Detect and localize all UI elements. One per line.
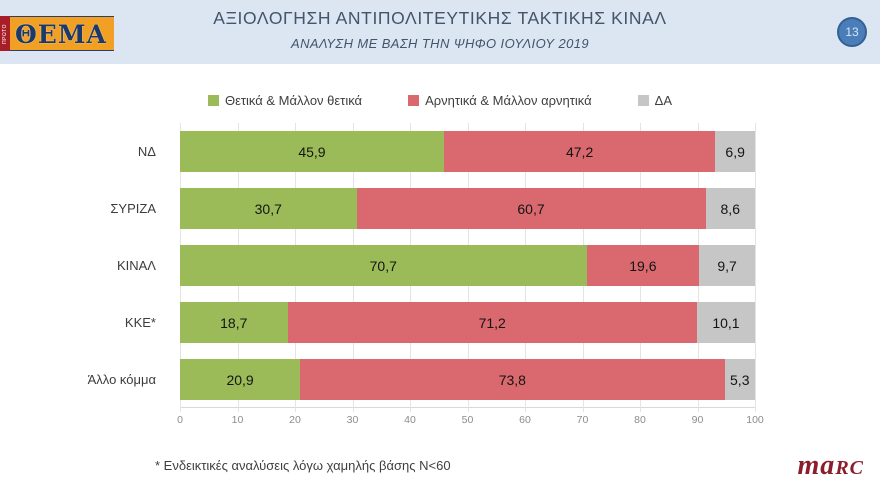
bar-value-label: 18,7 xyxy=(220,314,248,331)
x-tick-label: 30 xyxy=(346,414,359,426)
legend-swatch xyxy=(207,95,219,106)
bar-segment: 73,8 xyxy=(300,359,725,400)
bar-segment: 20,9 xyxy=(180,359,301,400)
category-label: Άλλο κόμμα xyxy=(87,372,156,387)
bar-value-label: 73,8 xyxy=(498,371,526,388)
category-label: ΝΔ xyxy=(137,144,156,159)
legend-item: Θετικά & Μάλλον θετικά xyxy=(207,93,363,108)
page-number-badge: 13 xyxy=(837,17,867,47)
x-axis: 0 10 20 30 40 50 60 70 80 90 100 xyxy=(177,414,764,430)
x-tick-label: 50 xyxy=(461,414,474,426)
bar-segment: 6,9 xyxy=(715,131,755,172)
page-title: ΑΞΙΟΛΟΓΗΣΗ ΑΝΤΙΠΟΛΙΤΕΥΤΙΚΗΣ ΤΑΚΤΙΚΗΣ ΚΙΝ… xyxy=(213,8,667,28)
bar-value-label: 71,2 xyxy=(478,314,506,331)
x-tick-label: 20 xyxy=(289,414,301,426)
x-tick-label: 90 xyxy=(691,414,704,426)
bar-value-label: 8,6 xyxy=(720,200,740,217)
stacked-bar: 30,7 60,7 8,6 xyxy=(180,188,755,229)
x-tick-label: 100 xyxy=(746,414,764,426)
category-label: ΣΥΡΙΖΑ xyxy=(110,201,156,216)
bar-row: 18,7 71,2 10,1 xyxy=(180,294,755,351)
stacked-bar: 18,7 71,2 10,1 xyxy=(180,302,755,343)
bar-value-label: 30,7 xyxy=(254,200,282,217)
x-tick-label: 60 xyxy=(519,414,531,426)
bar-value-label: 19,6 xyxy=(629,257,657,274)
bar-value-label: 10,1 xyxy=(712,314,740,331)
header-band: ΠΡΩΤΟ ΘΕΜΑ ΑΞΙΟΛΟΓΗΣΗ ΑΝΤΙΠΟΛΙΤΕΥΤΙΚΗΣ Τ… xyxy=(0,0,880,64)
x-tick-label: 40 xyxy=(404,414,416,426)
category-labels: ΝΔ ΣΥΡΙΖΑ ΚΙΝΑΛ ΚΚΕ* Άλλο κόμμα xyxy=(0,123,168,408)
gridline xyxy=(755,123,756,412)
thema-logo-text: ΘΕΜΑ xyxy=(10,16,114,51)
x-tick-label: 80 xyxy=(634,414,646,426)
legend-swatch xyxy=(408,95,420,106)
chart-legend: Θετικά & Μάλλον θετικά Αρνητικά & Μάλλον … xyxy=(0,93,880,108)
bar-segment: 9,7 xyxy=(699,245,755,286)
bar-segment: 8,6 xyxy=(705,188,755,229)
bar-segment: 19,6 xyxy=(586,245,700,286)
x-tick-label: 70 xyxy=(576,414,589,426)
bar-rows: 45,9 47,2 6,9 30,7 60,7 8,6 70,7 19,6 9,7 18,7 71,… xyxy=(180,123,755,407)
stacked-bar: 45,9 47,2 6,9 xyxy=(180,131,755,172)
title-block: ΑΞΙΟΛΟΓΗΣΗ ΑΝΤΙΠΟΛΙΤΕΥΤΙΚΗΣ ΤΑΚΤΙΚΗΣ ΚΙΝ… xyxy=(0,8,880,51)
legend-item: ΔΑ xyxy=(637,93,673,108)
bar-value-label: 20,9 xyxy=(226,371,254,388)
bar-segment: 71,2 xyxy=(287,302,697,343)
bar-segment: 60,7 xyxy=(356,188,706,229)
bar-row: 70,7 19,6 9,7 xyxy=(180,237,755,294)
page-subtitle: ΑΝΑΛΥΣΗ ΜΕ ΒΑΣΗ ΤΗΝ ΨΗΦΟ ΙΟΥΛΙΟΥ 2019 xyxy=(291,36,589,51)
bar-segment: 10,1 xyxy=(696,302,755,343)
bar-value-label: 70,7 xyxy=(369,257,397,274)
legend-label: ΔΑ xyxy=(654,93,673,108)
thema-logo: ΠΡΩΤΟ ΘΕΜΑ xyxy=(0,16,114,51)
bar-segment: 47,2 xyxy=(443,131,716,172)
legend-item: Αρνητικά & Μάλλον αρνητικά xyxy=(408,93,592,108)
plot-area: 45,9 47,2 6,9 30,7 60,7 8,6 70,7 19,6 9,7 18,7 71,… xyxy=(180,123,756,412)
legend-label: Θετικά & Μάλλον θετικά xyxy=(224,93,363,108)
bar-row: 20,9 73,8 5,3 xyxy=(180,351,755,408)
bar-value-label: 6,9 xyxy=(725,143,745,160)
bar-segment: 30,7 xyxy=(180,188,357,229)
bar-value-label: 47,2 xyxy=(565,143,594,160)
footnote: * Ενδεικτικές αναλύσεις λόγω χαμηλής βάσ… xyxy=(155,458,451,473)
x-tick-label: 0 xyxy=(177,414,183,426)
bar-value-label: 9,7 xyxy=(717,257,737,274)
bar-segment: 18,7 xyxy=(180,302,288,343)
marc-logo-suffix: rc xyxy=(835,450,864,481)
marc-logo-prefix: ma xyxy=(797,450,836,481)
bar-value-label: 60,7 xyxy=(517,200,545,217)
bar-row: 45,9 47,2 6,9 xyxy=(180,123,755,180)
bar-segment: 5,3 xyxy=(724,359,755,400)
stacked-bar: 20,9 73,8 5,3 xyxy=(180,359,755,400)
bar-value-label: 5,3 xyxy=(730,371,750,388)
bar-row: 30,7 60,7 8,6 xyxy=(180,180,755,237)
category-label: ΚΙΝΑΛ xyxy=(116,258,156,273)
bar-segment: 70,7 xyxy=(180,245,587,286)
marc-logo: marc xyxy=(798,450,864,482)
legend-label: Αρνητικά & Μάλλον αρνητικά xyxy=(425,93,592,108)
bar-segment: 45,9 xyxy=(180,131,444,172)
legend-swatch xyxy=(637,95,649,106)
category-label: ΚΚΕ* xyxy=(124,315,156,330)
x-tick-label: 10 xyxy=(231,414,244,426)
bar-value-label: 45,9 xyxy=(298,143,326,160)
stacked-bar: 70,7 19,6 9,7 xyxy=(180,245,755,286)
